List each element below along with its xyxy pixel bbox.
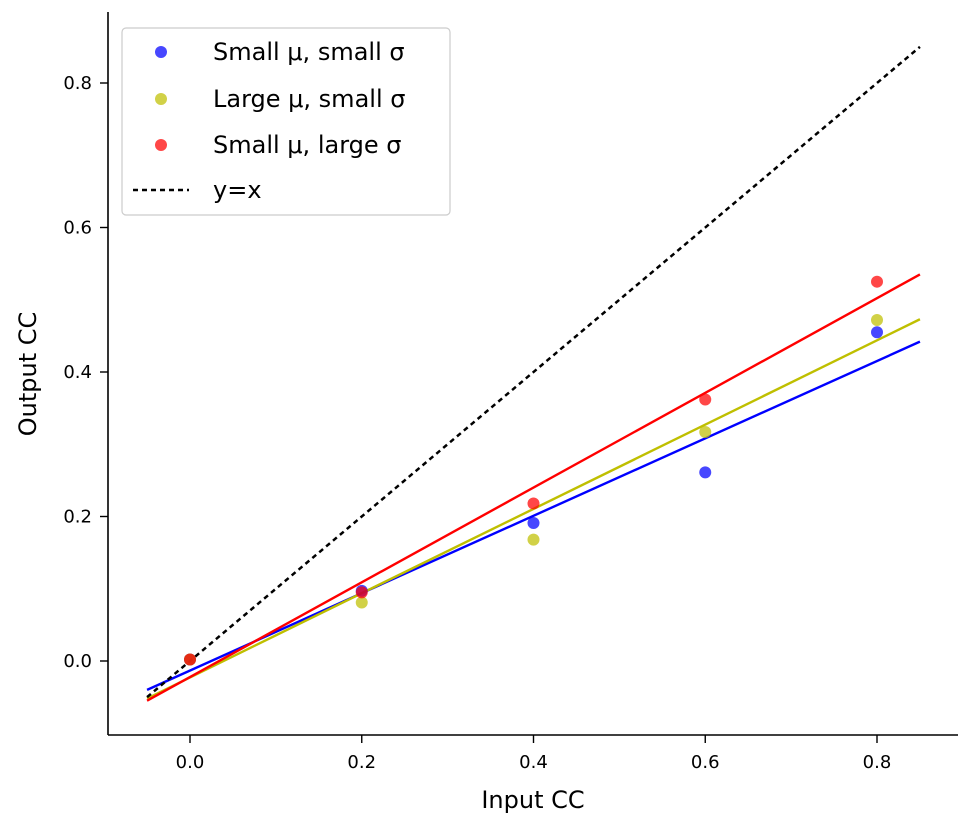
x-tick-label: 0.8 [863, 752, 892, 773]
data-point-large-small [355, 596, 368, 609]
data-point-small-large [355, 586, 368, 599]
legend-label-small-large: Small μ, large σ [213, 131, 401, 159]
x-axis-title: Input CC [481, 786, 584, 814]
x-axis-ticks: 0.0 0.2 0.4 0.6 0.8 [176, 735, 892, 773]
x-tick-label: 0.4 [519, 752, 548, 773]
data-point-small-large [527, 497, 540, 510]
fit-line-small-large [146, 273, 921, 702]
x-tick-label: 0.6 [691, 752, 720, 773]
y-tick-label: 0.6 [63, 218, 92, 239]
y-tick-label: 0.8 [63, 73, 92, 94]
reference-line-y-equals-x [146, 45, 921, 699]
plot-area [146, 45, 921, 702]
data-point-small-large [699, 393, 712, 406]
data-point-large-small [871, 313, 883, 326]
legend-marker-small-large [155, 139, 167, 151]
legend-label-reference-line: y=x [213, 176, 262, 204]
y-tick-label: 0.0 [63, 651, 92, 672]
data-point-small-large [871, 275, 883, 288]
data-point-small-small [527, 517, 540, 530]
legend-marker-small-small [155, 46, 167, 58]
data-point-large-small [527, 533, 540, 546]
data-point-small-small [699, 466, 712, 479]
legend-marker-large-small [155, 93, 167, 105]
data-point-small-large [184, 653, 196, 666]
y-tick-label: 0.4 [63, 362, 92, 383]
fit-line-small-small [146, 340, 921, 691]
data-points [184, 275, 883, 666]
data-point-large-small [699, 425, 712, 438]
legend-box [121, 27, 451, 216]
data-point-small-small [871, 326, 883, 339]
x-tick-label: 0.0 [176, 752, 205, 773]
y-axis-title: Output CC [14, 312, 42, 437]
fit-lines [146, 273, 921, 702]
legend-label-large-small: Large μ, small σ [213, 85, 405, 113]
legend: Small μ, small σ Large μ, small σ Small μ,… [121, 27, 451, 216]
x-tick-label: 0.2 [347, 752, 376, 773]
y-axis-ticks: 0.0 0.2 0.4 0.6 0.8 [63, 73, 108, 672]
legend-label-small-small: Small μ, small σ [213, 38, 405, 66]
y-tick-label: 0.2 [63, 507, 92, 528]
